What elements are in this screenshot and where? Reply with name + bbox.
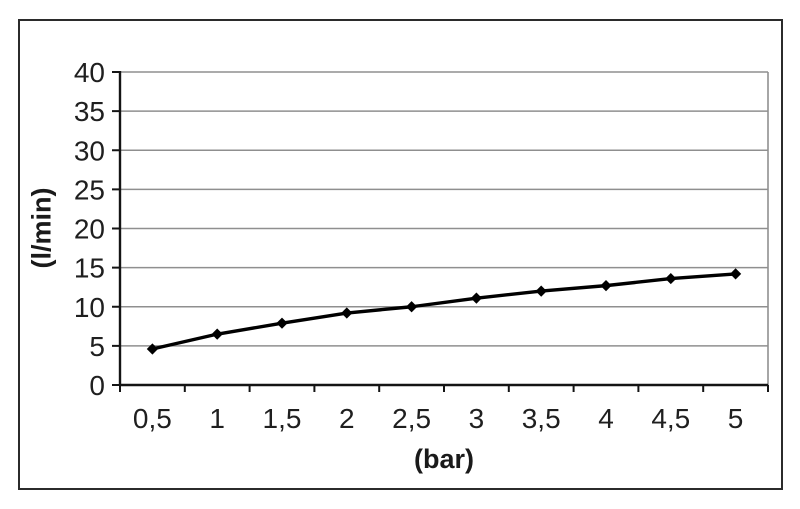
data-point-marker: [406, 301, 418, 313]
x-tick-label: 3: [469, 403, 485, 434]
series-line: [152, 272, 736, 351]
y-tick-label: 15: [74, 253, 105, 284]
y-tick-label: 40: [74, 57, 105, 88]
x-tick-label: 0,5: [133, 403, 172, 434]
x-tick-label: 1: [209, 403, 225, 434]
y-tick-label: 35: [74, 96, 105, 127]
y-tick-label: 20: [74, 214, 105, 245]
x-tick-label: 4,5: [651, 403, 690, 434]
y-tick-label: 30: [74, 135, 105, 166]
data-point-marker: [600, 280, 612, 292]
y-tick-label: 10: [74, 292, 105, 323]
x-tick-label: 1,5: [263, 403, 302, 434]
data-point-marker: [341, 307, 353, 319]
y-axis-title: (l/min): [26, 187, 57, 269]
y-tick-label: 5: [89, 331, 105, 362]
data-point-marker: [535, 285, 547, 297]
x-tick-label: 2,5: [392, 403, 431, 434]
data-point-marker: [276, 317, 288, 329]
x-tick-label: 3,5: [522, 403, 561, 434]
x-axis-title: (bar): [414, 444, 474, 474]
data-point-marker: [665, 272, 677, 285]
data-point-marker: [730, 268, 742, 280]
x-tick-label: 2: [339, 403, 355, 434]
x-tick-label: 5: [728, 403, 744, 434]
x-tick-label: 4: [598, 403, 614, 434]
y-tick-label: 25: [74, 174, 105, 205]
data-point-marker: [211, 328, 223, 340]
data-point-marker: [146, 343, 158, 355]
chart-frame: [18, 19, 783, 490]
data-point-marker: [470, 292, 482, 304]
y-tick-label: 0: [89, 370, 105, 401]
